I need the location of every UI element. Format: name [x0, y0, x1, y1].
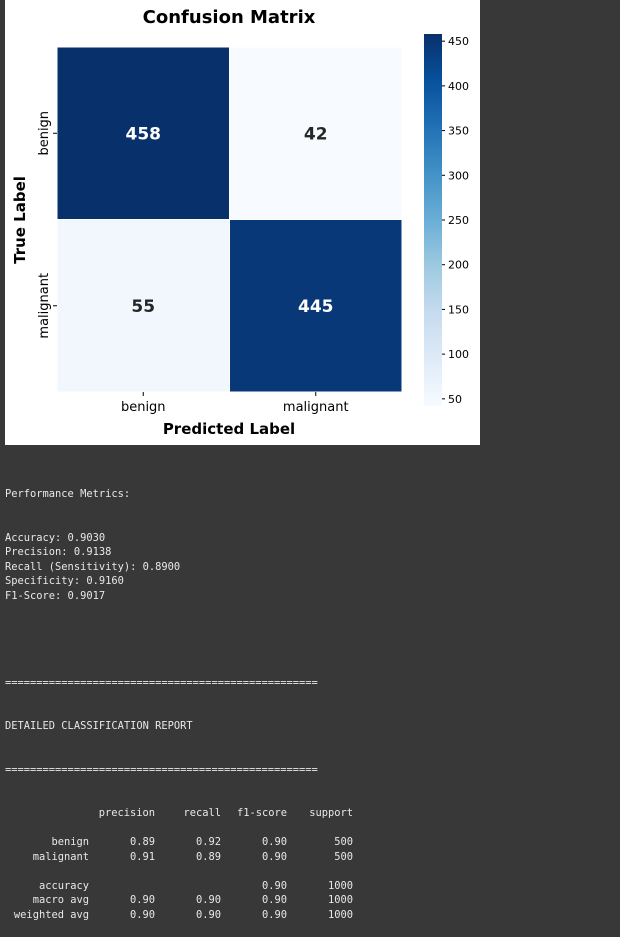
heatmap-cell: [56, 46, 230, 220]
metric-line: Accuracy: 0.9030: [5, 531, 106, 544]
report-row: malignant 0.91 0.89 0.90 500: [5, 850, 353, 865]
report-cell: 0.90: [129, 908, 155, 921]
confusion-matrix-chart: Confusion Matrix 458 42 55 445 benign malign…: [11, 7, 469, 438]
report-cell: 1000: [327, 894, 353, 906]
report-row-label: malignant: [32, 850, 89, 863]
report-cell: 0.90: [261, 879, 287, 892]
report-cell: 0.90: [129, 894, 155, 906]
report-cell: 0.92: [195, 836, 221, 848]
metric-line: Specificity: 0.9160: [5, 575, 124, 587]
heatmap-cell: [229, 219, 403, 393]
separator-line: ========================================…: [5, 676, 318, 689]
report-header-row: precision recall f1-score support: [5, 806, 353, 821]
colorbar-tick-label: 300: [448, 169, 469, 182]
report-cell: 500: [334, 836, 353, 848]
x-axis-label: Predicted Label: [163, 420, 295, 438]
report-cell: 0.90: [261, 850, 287, 863]
colorbar-tick-label: 350: [448, 125, 469, 138]
confusion-matrix-figure: Confusion Matrix 458 42 55 445 benign malign…: [5, 0, 480, 445]
report-cell: recall: [183, 807, 221, 819]
report-table: precision recall f1-score support benign 0.89…: [5, 806, 353, 922]
y-tick-label: malignant: [37, 273, 52, 339]
report-cell: [287, 864, 353, 879]
report-cell: [89, 864, 155, 879]
report-cell: support: [309, 807, 353, 819]
chart-title: Confusion Matrix: [143, 7, 316, 28]
separator-line: ========================================…: [5, 763, 318, 776]
report-title: DETAILED CLASSIFICATION REPORT: [5, 720, 193, 732]
cell-value-label: 55: [131, 297, 155, 317]
metrics-list: Accuracy: 0.9030 Precision: 0.9138 Recall …: [5, 531, 615, 604]
metric-line: Recall (Sensitivity): 0.8900: [5, 560, 181, 573]
report-row: macro avg 0.90 0.90 0.90 1000: [5, 893, 353, 908]
report-cell: [89, 821, 155, 836]
report-cell: f1-score: [236, 807, 287, 819]
report-cell: 0.90: [261, 908, 287, 921]
report-cell: [155, 864, 221, 879]
report-cell: [287, 821, 353, 836]
report-cell: 0.89: [129, 836, 155, 848]
colorbar-tick-label: 250: [448, 214, 469, 227]
report-cell: [221, 821, 287, 836]
report-row-label: [5, 864, 89, 879]
report-cell: [155, 879, 221, 894]
report-cell: 0.91: [129, 850, 155, 863]
report-row: weighted avg 0.90 0.90 0.90 1000: [5, 908, 353, 923]
metric-line: F1-Score: 0.9017: [5, 589, 106, 602]
metrics-header: Performance Metrics:: [5, 488, 131, 500]
report-row: benign 0.89 0.92 0.90 500: [5, 835, 353, 850]
report-row-label: weighted avg: [13, 908, 89, 921]
report-cell: 0.90: [195, 908, 221, 921]
colorbar-tick-label: 400: [448, 80, 469, 93]
report-cell: 1000: [327, 908, 353, 921]
heatmap-cell: [229, 46, 403, 220]
report-row: [5, 864, 353, 879]
colorbar-tick-label: 200: [448, 259, 469, 272]
cell-value-label: 42: [304, 124, 328, 144]
x-tick-label: malignant: [283, 400, 349, 415]
colorbar-tick-label: 100: [448, 348, 469, 361]
report-cell: 0.90: [261, 836, 287, 848]
colorbar-tick-label: 50: [448, 393, 462, 406]
report-row: accuracy 0.90 1000: [5, 879, 353, 894]
cell-value-label: 458: [126, 124, 162, 144]
report-row-label: accuracy: [38, 879, 89, 892]
classification-report: precision recall f1-score support benign 0.89…: [5, 806, 615, 922]
cell-value-label: 445: [298, 297, 334, 317]
metric-line: Precision: 0.9138: [5, 546, 112, 558]
report-row-label: benign: [51, 836, 89, 848]
colorbar-tick-label: 150: [448, 303, 469, 316]
heatmap-cell: [56, 219, 230, 393]
colorbar: [424, 34, 442, 406]
report-spacer-row: [5, 821, 353, 836]
report-cell: [221, 864, 287, 879]
report-cell: 1000: [327, 879, 353, 892]
console-output: Performance Metrics: Accuracy: 0.9030 Pre…: [5, 458, 615, 937]
report-cell: 0.89: [195, 850, 221, 863]
report-row-label: [5, 821, 89, 836]
report-cell: 0.90: [195, 894, 221, 906]
x-tick-label: benign: [121, 400, 166, 415]
report-row-label: [5, 806, 89, 821]
colorbar-tick-label: 450: [448, 35, 469, 48]
report-cell: 0.90: [261, 894, 287, 906]
report-cell: [155, 821, 221, 836]
report-cell: 500: [334, 850, 353, 863]
report-cell: precision: [98, 807, 155, 819]
y-axis-label: True Label: [11, 176, 29, 264]
report-cell: [89, 879, 155, 894]
y-tick-label: benign: [37, 111, 52, 156]
report-row-label: macro avg: [32, 894, 89, 906]
